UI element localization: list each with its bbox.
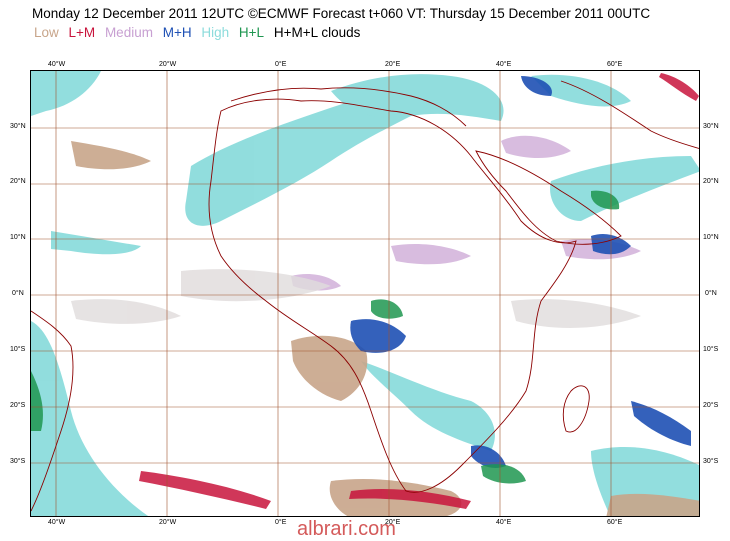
graticule [31,71,699,516]
low-medium-cloud-areas [139,73,699,509]
lat-label-left-30n: 30°N [10,123,26,130]
coast-arabia [475,150,622,245]
high-cloud-areas [31,71,699,516]
lon-label-top-40w: 40°W [48,61,66,68]
lon-label-bottom-20w: 20°W [159,519,177,526]
lon-label-bottom-60e: 60°E [607,519,623,526]
map-title: Monday 12 December 2011 12UTC ©ECMWF For… [32,6,651,21]
lat-label-right-30n: 30°N [703,123,719,130]
lat-label-right-10n: 10°N [703,234,719,241]
lat-label-right-10s: 10°S [703,346,719,353]
lat-label-left-0n: 0°N [12,290,24,297]
legend-all-layers: H+M+L clouds [273,25,361,40]
lon-label-bottom-20e: 20°E [385,519,401,526]
lon-label-top-20w: 20°W [159,61,177,68]
watermark: albrari.com [297,518,396,540]
coast-south-america [31,310,74,512]
lat-label-right-0n: 0°N [705,290,717,297]
coastlines [31,80,699,512]
high-low-cloud-areas [31,190,620,484]
legend-medium: Medium [104,25,153,40]
lon-label-bottom-40e: 40°E [496,519,512,526]
lat-label-left-10s: 10°S [10,346,26,353]
thin-cloud-areas [71,269,641,328]
cloud-legend: Low L+M Medium M+H High H+L H+M+L clouds [34,25,366,40]
legend-low-medium: L+M [68,25,96,40]
lat-label-right-20n: 20°N [703,178,719,185]
lon-label-top-40e: 40°E [496,61,512,68]
coast-africa [208,98,577,493]
coast-mediterranean [230,87,467,127]
lat-label-left-30s: 30°S [10,458,26,465]
lon-label-top-60e: 60°E [607,61,623,68]
lon-label-top-0e: 0°E [275,61,287,68]
lat-label-left-20s: 20°S [10,402,26,409]
coast-madagascar [562,385,590,433]
lat-label-left-20n: 20°N [10,178,26,185]
lat-label-right-20s: 20°S [703,402,719,409]
cloud-map-svg [31,71,699,516]
lon-label-top-20e: 20°E [385,61,401,68]
legend-high: High [201,25,230,40]
legend-low: Low [34,25,59,40]
lat-label-left-10n: 10°N [10,234,26,241]
legend-medium-high: M+H [162,25,192,40]
cloud-cover-map [30,70,700,517]
legend-high-low: H+L [238,25,265,40]
medium-high-cloud-areas [350,76,691,468]
lon-label-bottom-40w: 40°W [48,519,66,526]
lat-label-right-30s: 30°S [703,458,719,465]
coast-iran [560,80,699,149]
lon-label-bottom-0e: 0°E [275,519,287,526]
